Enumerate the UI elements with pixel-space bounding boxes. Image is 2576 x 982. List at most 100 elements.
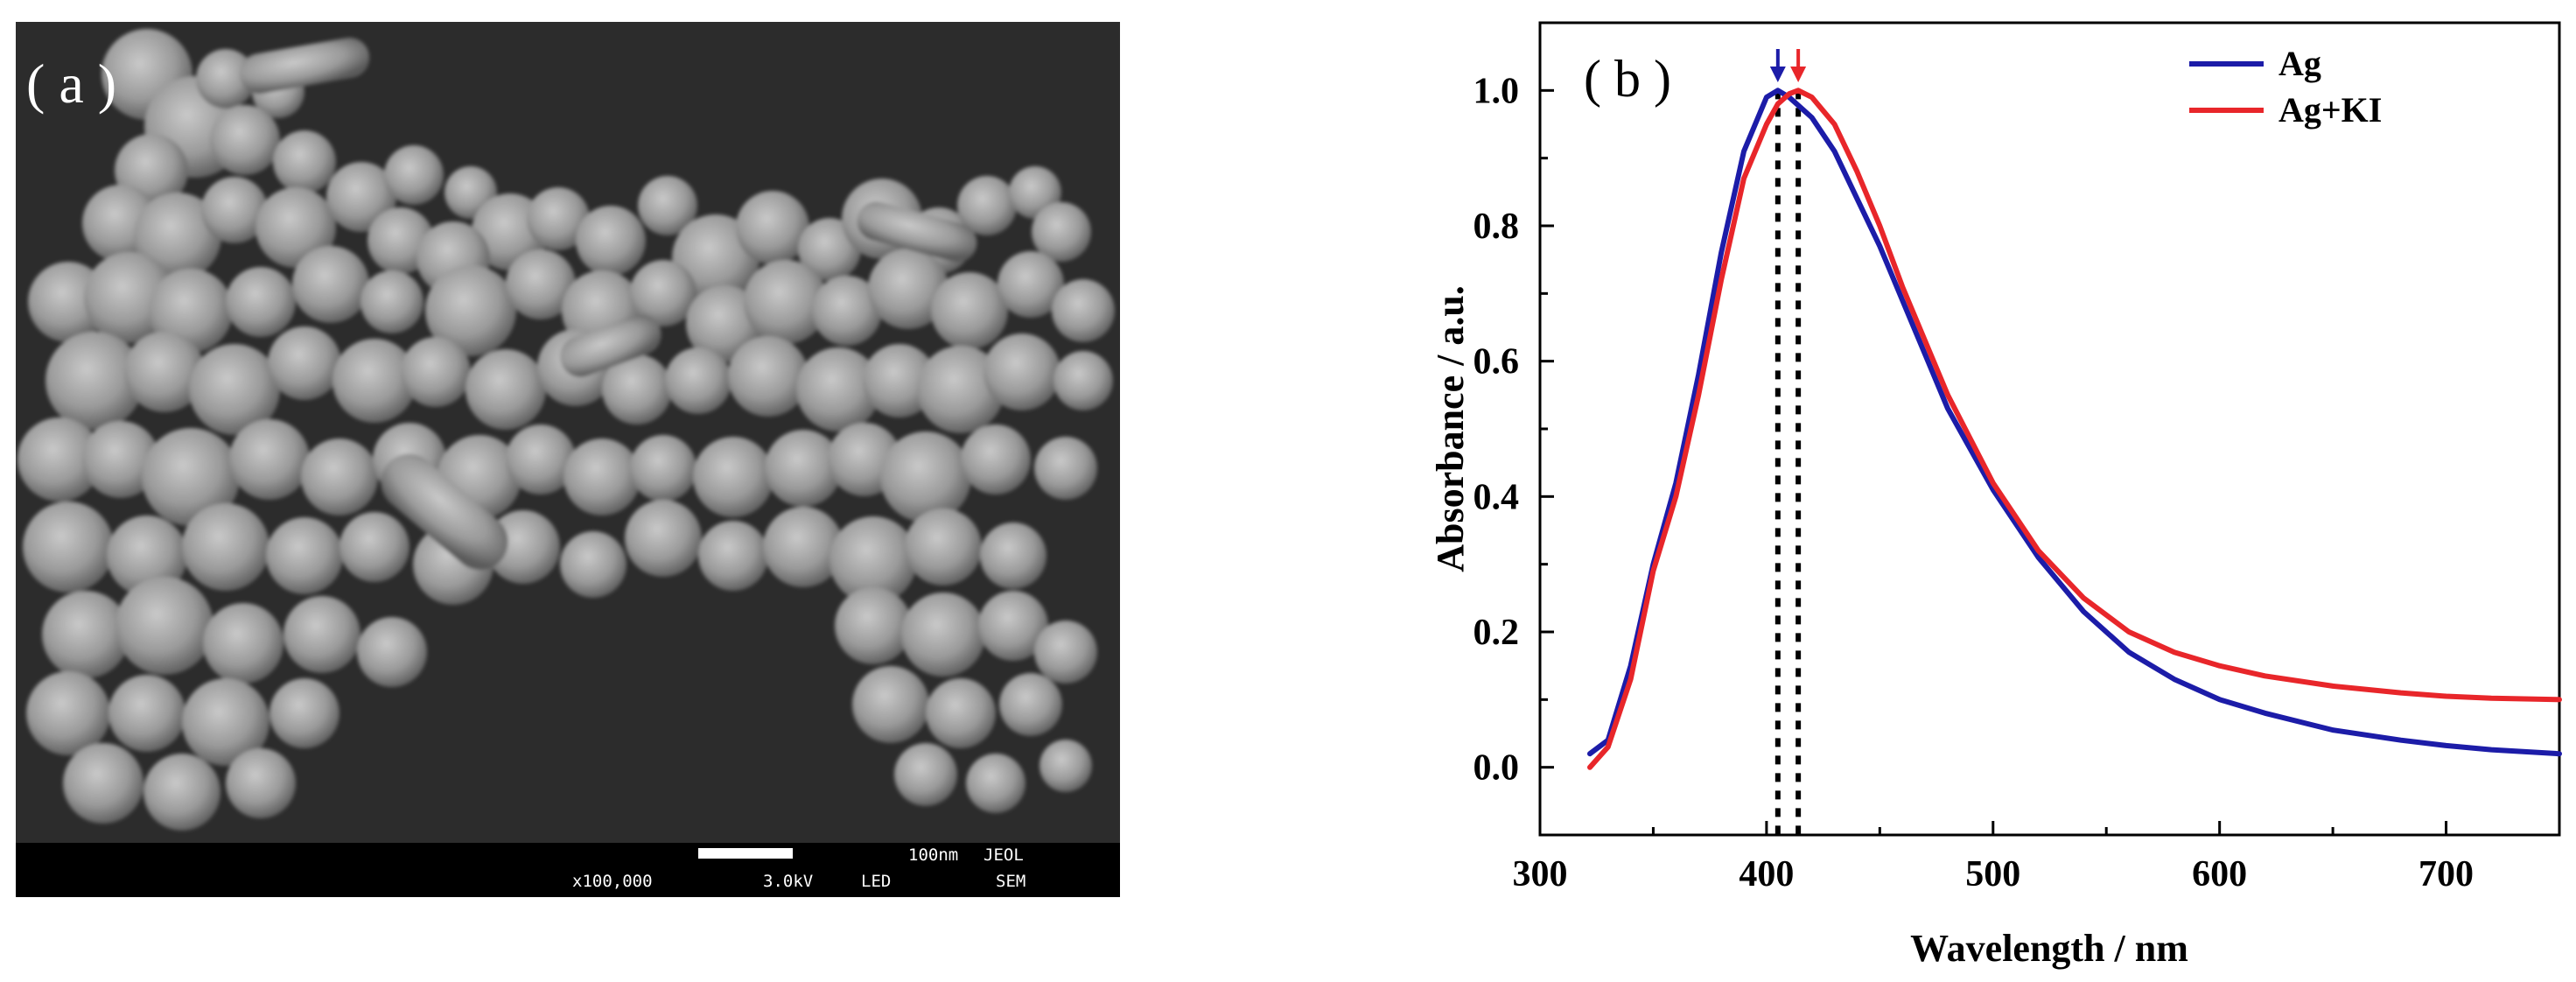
nanoparticle <box>835 587 912 664</box>
nanoparticle <box>630 435 696 502</box>
peak-arrow-head <box>1790 67 1807 82</box>
nanoparticle <box>425 265 516 356</box>
nanoparticle <box>226 748 296 818</box>
nanoparticle <box>301 438 378 516</box>
nanoparticle <box>852 666 929 743</box>
nanoparticle <box>527 187 590 250</box>
nanoparticle <box>999 673 1062 736</box>
x-tick-label: 400 <box>1739 854 1794 894</box>
nanoparticle <box>149 269 233 353</box>
nanoparticle <box>63 743 144 824</box>
nanoparticle <box>1040 740 1092 792</box>
nanoparticle <box>698 521 768 591</box>
nanoparticle <box>693 437 774 517</box>
nanoparticle <box>182 503 270 591</box>
nanoparticle <box>326 162 396 232</box>
nanoparticle <box>144 754 220 831</box>
nanoparticle <box>142 428 240 526</box>
nanoparticle <box>266 517 343 594</box>
nanoparticle <box>961 424 1031 495</box>
particle-cluster <box>18 29 1115 831</box>
nanoparticle <box>744 260 828 344</box>
axis-tick-labels: 300 400 500 600 700 0.0 0.2 0.4 0.6 0.8 1.0 <box>1474 71 2474 894</box>
sem-magnification: x100,000 <box>572 872 653 891</box>
nanoparticle <box>765 430 842 507</box>
nanoparticle <box>506 249 576 319</box>
y-tick-label: 1.0 <box>1474 71 1520 111</box>
nanoparticle <box>196 49 256 109</box>
nanoparticle <box>401 337 471 407</box>
nanoparticle <box>796 347 880 431</box>
nanoparticle <box>901 593 985 677</box>
nanoparticle <box>189 344 280 435</box>
nanoparticle <box>1034 437 1097 500</box>
nanoparticle <box>830 516 917 604</box>
nanoparticle <box>625 500 702 577</box>
nanoparticle <box>203 603 284 684</box>
sem-image-panel: ( a ) 100nm JEOL x100,000 3.0kV LED SEM <box>16 22 1120 897</box>
nanoparticle <box>564 438 640 516</box>
nanoparticle <box>42 591 130 678</box>
nanoparticle <box>894 743 957 806</box>
nanoparticle <box>116 577 214 675</box>
y-axis-label: Absorbance / a.u. <box>1429 285 1472 572</box>
nanoparticle <box>868 249 948 329</box>
nanoparticle <box>880 431 971 523</box>
sem-info-bar <box>16 843 1120 897</box>
nanoparticle <box>273 130 336 193</box>
panel-b-label: ( b ) <box>1584 50 1671 108</box>
nanoparticle <box>82 421 159 498</box>
nanoparticle <box>728 336 808 417</box>
nanoparticle <box>124 332 205 412</box>
absorbance-chart: 300 400 500 600 700 0.0 0.2 0.4 0.6 0.8 1.0 Wavele… <box>1429 21 2562 970</box>
nanoparticle <box>26 671 110 755</box>
y-tick-label: 0.0 <box>1474 748 1520 789</box>
nanoparticle <box>360 270 424 333</box>
nanoparticle <box>270 678 340 748</box>
nanoparticle <box>905 509 982 586</box>
nanorod <box>857 201 977 263</box>
nanorod <box>381 453 508 571</box>
nanorod <box>560 314 662 377</box>
nanoparticle <box>763 507 844 587</box>
sem-voltage: 3.0kV <box>763 872 813 891</box>
nanoparticle <box>226 267 296 337</box>
nanoparticle <box>957 176 1017 235</box>
nanoparticle <box>686 285 763 362</box>
scalebar-length: 100nm <box>908 845 958 865</box>
peak-arrow-head <box>1769 67 1786 82</box>
nanoparticle <box>268 326 341 400</box>
nanoparticle <box>984 333 1060 410</box>
nanoparticle <box>1054 351 1113 410</box>
nanoparticle <box>23 502 114 593</box>
nanorod <box>239 37 370 95</box>
nanoparticle <box>560 531 626 598</box>
nanoparticle <box>332 339 416 423</box>
nanoparticle <box>134 193 221 280</box>
y-tick-label: 0.6 <box>1474 342 1520 382</box>
y-tick-label: 0.2 <box>1474 613 1520 653</box>
nanoparticle <box>201 177 268 243</box>
nanoparticle <box>486 510 560 584</box>
nanoparticle <box>210 105 280 175</box>
x-tick-label: 600 <box>2192 854 2247 894</box>
nanoparticle <box>863 344 936 417</box>
nanoparticle <box>292 246 369 323</box>
peak-arrows <box>1769 49 1807 82</box>
nanoparticle <box>108 675 186 752</box>
sem-detector: LED <box>861 872 891 891</box>
nanoparticle <box>229 419 310 500</box>
sem-brand: JEOL <box>984 845 1024 865</box>
legend-label-ag-ki: Ag+KI <box>2278 90 2382 130</box>
nanoparticle <box>466 349 546 430</box>
nanoparticle <box>107 516 187 596</box>
legend-label-ag: Ag <box>2278 44 2321 83</box>
axis-ticks <box>1538 21 2448 837</box>
nanoparticle <box>931 272 1008 349</box>
nanoparticle <box>665 347 732 414</box>
legend: Ag Ag+KI <box>2189 44 2382 130</box>
nanoparticle <box>998 251 1064 318</box>
nanoparticle <box>256 187 336 268</box>
series-lines <box>1587 88 2562 770</box>
nanoparticle <box>978 591 1048 661</box>
